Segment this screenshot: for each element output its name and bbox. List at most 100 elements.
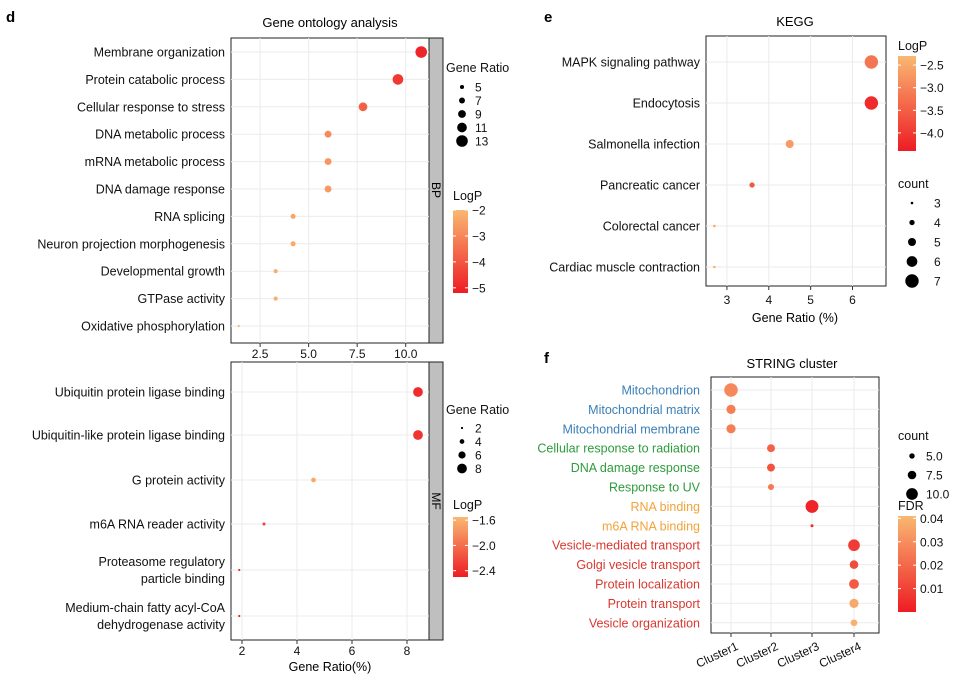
kegg-size-legend-label: 7 [934, 275, 941, 289]
kegg-size-legend-dot [906, 256, 918, 267]
string-size-legend-label: 10.0 [926, 488, 950, 502]
mf-facet-strip [428, 361, 444, 641]
kegg-category-label: Colorectal cancer [603, 220, 700, 234]
bp-xtick-label: 5.0 [300, 347, 317, 361]
string-category-label: Vesicle-mediated transport [552, 539, 701, 553]
string-colorbar-label: 0.04 [920, 512, 944, 526]
panel-letter-d: d [6, 9, 15, 26]
bp-category-label: DNA damage response [96, 183, 225, 197]
mf-size-legend-label: 6 [475, 449, 482, 463]
bp-point [358, 102, 368, 112]
kegg-size-legend-dot [909, 219, 915, 226]
mf-size-legend-label: 2 [475, 422, 482, 436]
bp-category-label: mRNA metabolic process [85, 155, 225, 169]
kegg-category-label: MAPK signaling pathway [562, 56, 701, 70]
string-point [848, 539, 860, 552]
bp-xtick-label: 7.5 [349, 347, 366, 361]
string-xtick-label: Cluster1 [694, 639, 741, 671]
mf-size-legend-dot [458, 451, 466, 459]
mf-x-axis-title: Gene Ratio(%) [289, 660, 372, 674]
string-size-legend-label: 5.0 [926, 450, 943, 464]
string-size-legend-dot [906, 488, 918, 500]
bp-point [324, 158, 332, 166]
mf-xtick-label: 6 [349, 644, 356, 658]
mf-category-label: particle binding [141, 572, 225, 586]
bp-facet-label: BP [429, 182, 443, 198]
mf-category-label: G protein activity [132, 474, 226, 488]
string-point [849, 598, 859, 609]
mf-point [311, 477, 316, 483]
string-category-label: RNA binding [631, 500, 701, 514]
mf-size-legend-dot [457, 463, 467, 474]
string-category-label: Golgi vesicle transport [576, 558, 700, 572]
bp-size-legend-label: 9 [475, 108, 482, 122]
mf-xtick-label: 4 [294, 644, 301, 658]
bp-category-label: Oxidative phosphorylation [81, 320, 225, 334]
mf-colorbar-label: −2.4 [472, 564, 496, 578]
kegg-size-legend-dot [908, 238, 916, 246]
string-point [767, 463, 775, 472]
string-point [726, 424, 736, 434]
kegg-plot-frame [705, 35, 887, 287]
bp-colorbar-label: −3 [472, 229, 486, 243]
bp-point [324, 185, 332, 193]
bp-point [273, 296, 278, 301]
bp-xtick-label: 2.5 [252, 347, 269, 361]
string-size-legend-dot [909, 453, 915, 459]
kegg-size-legend-dot [910, 201, 914, 205]
bp-category-label: Developmental growth [101, 265, 225, 279]
go-title: Gene ontology analysis [262, 15, 398, 30]
mf-size-legend-title: Gene Ratio [446, 403, 509, 417]
bp-category-label: Protein catabolic process [85, 73, 225, 87]
string-category-label: Vesicle organization [589, 616, 700, 630]
bp-colorbar [453, 210, 468, 293]
bp-colorbar-label: −5 [472, 281, 486, 295]
string-colorbar-label: 0.01 [920, 582, 944, 596]
mf-color-legend-title: LogP [453, 498, 482, 512]
string-xtick-label: Cluster4 [817, 639, 864, 671]
bp-category-label: GTPase activity [137, 292, 225, 306]
mf-colorbar [453, 517, 468, 577]
bp-point [273, 269, 278, 274]
kegg-point [713, 224, 716, 228]
bp-size-legend-title: Gene Ratio [446, 61, 509, 75]
bp-colorbar-label: −2 [472, 204, 486, 218]
bp-point [392, 74, 404, 85]
string-point [810, 524, 814, 528]
mf-plot-frame [230, 361, 430, 641]
bp-size-legend-dot [458, 110, 466, 118]
string-point [767, 483, 775, 491]
kegg-category-label: Endocytosis [633, 97, 700, 111]
string-point [767, 444, 775, 453]
kegg-point [785, 140, 794, 148]
bp-category-label: Cellular response to stress [77, 100, 225, 114]
bp-category-label: DNA metabolic process [95, 128, 225, 142]
mf-xtick-label: 8 [404, 644, 411, 658]
kegg-xtick-label: 6 [849, 293, 856, 307]
string-category-label: Mitochondrial matrix [588, 403, 701, 417]
mf-size-legend-dot [460, 426, 464, 430]
bp-point [237, 324, 240, 328]
mf-category-label: dehydrogenase activity [97, 618, 226, 632]
mf-point [413, 430, 423, 440]
string-category-label: Protein localization [595, 578, 700, 592]
mf-colorbar-label: −1.6 [472, 514, 496, 528]
kegg-category-label: Salmonella infection [588, 138, 700, 152]
bp-size-legend-dot [456, 135, 468, 147]
string-point [805, 499, 819, 513]
bp-size-legend-label: 7 [475, 94, 482, 108]
string-point [849, 560, 859, 569]
kegg-colorbar-label: −2.5 [920, 59, 944, 73]
string-category-label: Protein transport [608, 597, 701, 611]
string-point [724, 383, 738, 397]
mf-category-label: Ubiquitin-like protein ligase binding [32, 429, 225, 443]
string-category-label: m6A RNA binding [602, 519, 700, 533]
bp-size-legend-label: 13 [475, 135, 489, 149]
kegg-x-axis-title: Gene Ratio (%) [752, 311, 838, 325]
kegg-size-legend-label: 5 [934, 236, 941, 250]
kegg-point [749, 182, 755, 188]
string-color-legend-title: FDR [898, 499, 924, 513]
kegg-point [713, 265, 716, 269]
string-point [726, 404, 736, 414]
string-size-legend-label: 7.5 [926, 469, 943, 483]
